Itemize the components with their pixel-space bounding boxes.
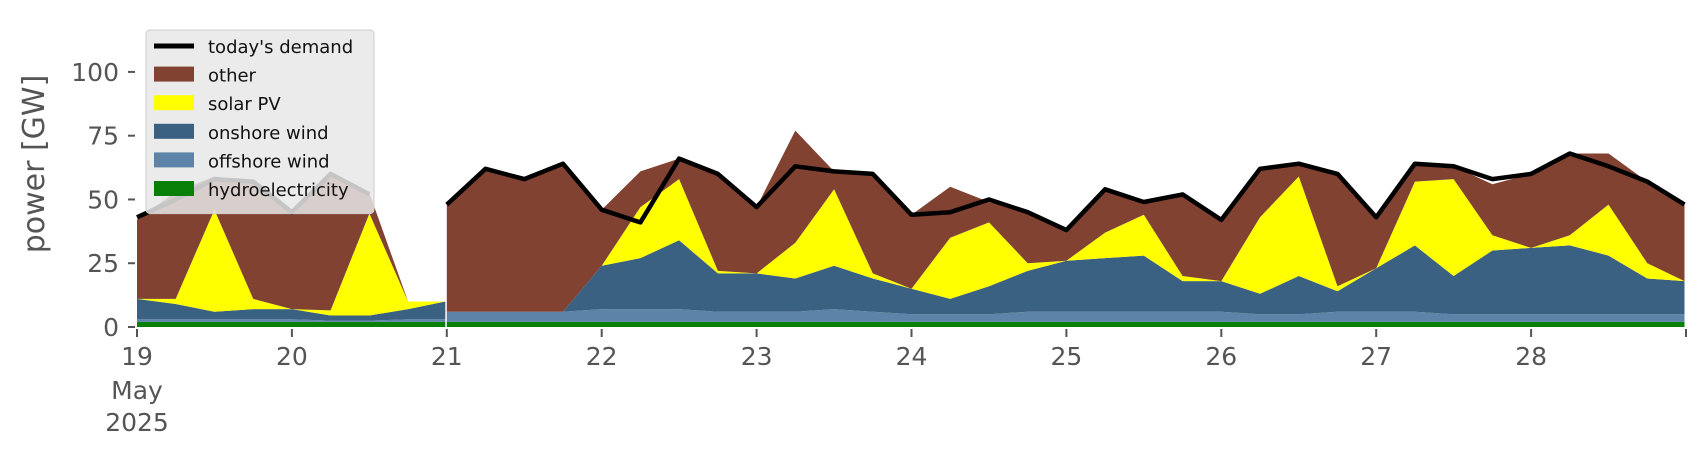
- x-tick-label: 28: [1515, 342, 1547, 371]
- legend-item: other: [154, 66, 257, 87]
- legend-item: onshore wind: [154, 123, 329, 144]
- legend-frame: [145, 29, 375, 215]
- legend-item: solar PV: [154, 94, 281, 115]
- area-onshore-wind-segment-2: [446, 240, 1685, 315]
- legend-swatch: [154, 123, 194, 139]
- x-tick-label: 21: [431, 342, 463, 371]
- area-offshore-wind-segment-2: [446, 309, 1685, 322]
- x-tick-label: 23: [741, 342, 773, 371]
- demand-line-segment-2: [445, 151, 1686, 233]
- legend-item: offshore wind: [154, 151, 330, 172]
- x-tick-label: 25: [1050, 342, 1082, 371]
- legend-swatch: [154, 152, 194, 168]
- area-solar-pv-segment-1: [137, 209, 446, 316]
- x-tick-label: 26: [1205, 342, 1237, 371]
- area-offshore-wind-segment-1: [137, 319, 446, 322]
- x-tick-label: 20: [276, 342, 308, 371]
- legend-swatch: [154, 181, 194, 196]
- x-tick-label: 24: [896, 342, 928, 371]
- y-tick-label: 75: [87, 122, 119, 151]
- y-axis-label: power [GW]: [17, 75, 52, 254]
- area-other-segment-2: [446, 130, 1685, 312]
- legend-label: offshore wind: [208, 151, 330, 172]
- legend-label: other: [208, 66, 257, 87]
- y-tick-label: 50: [87, 185, 119, 214]
- x-tick-label: 27: [1360, 342, 1392, 371]
- legend-item: hydroelectricity: [154, 180, 349, 201]
- legend-label: solar PV: [208, 94, 281, 115]
- y-tick-label: 100: [71, 58, 119, 87]
- area-solar-pv-segment-2: [446, 176, 1685, 312]
- area-onshore-wind-segment-1: [137, 298, 446, 321]
- legend-swatch: [154, 95, 194, 111]
- legend-swatch: [154, 66, 194, 82]
- legend: today's demand other solar PV onshore wind o…: [145, 29, 375, 215]
- y-tick-label: 25: [87, 249, 119, 278]
- y-tick-label: 0: [103, 313, 119, 342]
- x-tick-label: 22: [586, 342, 618, 371]
- x-tick-label: 19: [121, 342, 153, 371]
- legend-label: onshore wind: [208, 123, 329, 144]
- x-tick-sublabel: May: [111, 376, 163, 405]
- legend-item: today's demand: [154, 37, 353, 58]
- area-hydroelectricity-segment-1: [137, 321, 446, 327]
- legend-label: hydroelectricity: [208, 180, 349, 201]
- x-tick-sublabel: 2025: [105, 408, 169, 437]
- area-hydroelectricity-segment-2: [446, 321, 1685, 327]
- axes: 0 25 50 75 100 19 May 2025 20 21 22 23 24 25 26 27 28: [71, 58, 1687, 437]
- legend-label: today's demand: [208, 37, 353, 58]
